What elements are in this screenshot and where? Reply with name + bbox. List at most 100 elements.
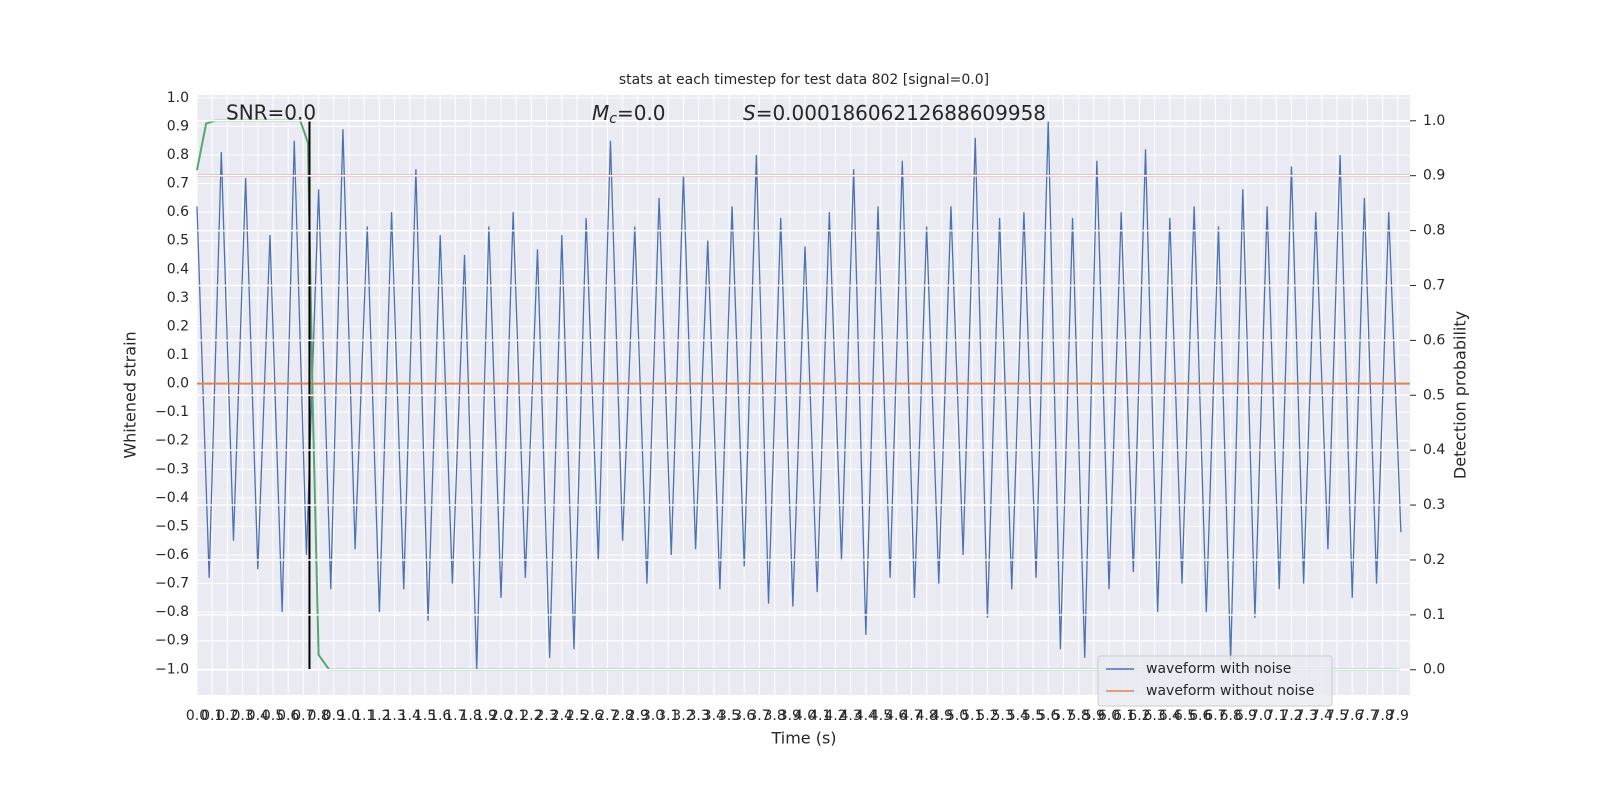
y2-tick-label: 1.0 (1423, 113, 1445, 129)
y-tick-label: −0.3 (155, 461, 189, 477)
x-tick-label: 7.2 (1280, 708, 1302, 724)
y-tick-label: −1.0 (155, 661, 189, 677)
y2-axis-label: Detection probability (1451, 311, 1470, 479)
x-tick-label: 7.5 (1326, 708, 1348, 724)
x-tick-label: 5.6 (1037, 708, 1059, 724)
annotation: SNR=0.0 (226, 101, 316, 125)
y2-tick-label: 0.3 (1423, 497, 1445, 513)
y2-tick-label: 0.5 (1423, 387, 1445, 403)
x-tick-label: 1.7 (444, 708, 466, 724)
y-tick-label: −0.2 (155, 433, 189, 449)
y-tick-label: −0.9 (155, 633, 189, 649)
x-tick-label: 7.1 (1265, 708, 1287, 724)
x-tick-label: 3.0 (642, 708, 664, 724)
x-tick-label: 1.6 (429, 708, 451, 724)
y2-tick-label: 0.0 (1423, 662, 1445, 678)
x-tick-label: 4.9 (931, 708, 953, 724)
x-tick-label: 6.2 (1128, 708, 1150, 724)
y-tick-label: 1.0 (167, 90, 189, 106)
x-tick-label: 1.5 (414, 708, 436, 724)
x-tick-label: 4.1 (809, 708, 831, 724)
x-tick-label: 1.2 (368, 708, 390, 724)
x-tick-label: 2.0 (490, 708, 512, 724)
x-tick-label: 6.8 (1220, 708, 1242, 724)
x-tick-label: 3.7 (748, 708, 770, 724)
x-tick-label: 5.7 (1052, 708, 1074, 724)
y2-tick-label: 0.4 (1423, 442, 1445, 458)
x-tick-label: 7.9 (1387, 708, 1409, 724)
x-tick-label: 5.9 (1083, 708, 1105, 724)
x-tick-label: 2.6 (581, 708, 603, 724)
y-tick-label: 0.8 (167, 147, 189, 163)
y-tick-label: 0.5 (167, 233, 189, 249)
y-tick-label: 0.4 (167, 261, 189, 277)
x-axis-label: Time (s) (770, 729, 836, 748)
x-tick-label: 5.0 (946, 708, 968, 724)
x-tick-label: 6.4 (1159, 708, 1181, 724)
legend: waveform with noise waveform without nois… (1097, 655, 1333, 707)
y-tick-label: −0.5 (155, 518, 189, 534)
x-tick-label: 0.2 (216, 708, 238, 724)
x-tick-label: 7.6 (1341, 708, 1363, 724)
x-tick-label: 6.7 (1204, 708, 1226, 724)
x-tick-label: 4.0 (794, 708, 816, 724)
y-tick-label: 0.7 (167, 176, 189, 192)
x-tick-label: 4.5 (870, 708, 892, 724)
y-tick-label: 0.2 (167, 318, 189, 334)
x-tick-label: 3.3 (687, 708, 709, 724)
x-tick-label: 4.6 (885, 708, 907, 724)
y-tick-label: 0.9 (167, 118, 189, 134)
x-tick-label: 4.8 (915, 708, 937, 724)
x-tick-label: 2.5 (566, 708, 588, 724)
annotation-symbol: M (592, 101, 609, 125)
x-tick-label: 4.4 (855, 708, 877, 724)
x-tick-label: 3.5 (718, 708, 740, 724)
marks (196, 119, 1410, 671)
x-tick-label: 6.6 (1189, 708, 1211, 724)
x-tick-label: 1.8 (459, 708, 481, 724)
x-tick-label: 2.9 (627, 708, 649, 724)
y-tick-label: 0.3 (167, 290, 189, 306)
x-tick-label: 4.7 (900, 708, 922, 724)
y-tick-label: −0.8 (155, 604, 189, 620)
x-tick-label: 4.3 (839, 708, 861, 724)
chart-title: stats at each timestep for test data 802… (619, 72, 989, 88)
x-tick-label: 0.1 (201, 708, 223, 724)
x-tick-label: 0.3 (231, 708, 253, 724)
y-tick-label: −0.6 (155, 547, 189, 563)
x-tick-label: 5.5 (1022, 708, 1044, 724)
x-tick-label: 1.0 (338, 708, 360, 724)
y-tick-label: 0.6 (167, 204, 189, 220)
y-tick-label: −0.4 (155, 490, 189, 506)
x-tick-label: 5.2 (976, 708, 998, 724)
x-tick-label: 7.0 (1250, 708, 1272, 724)
y-tick-label: −0.1 (155, 404, 189, 420)
x-tick-label: 4.2 (824, 708, 846, 724)
x-tick-label: 3.8 (763, 708, 785, 724)
x-tick-label: 0.5 (262, 708, 284, 724)
x-tick-label: 0.7 (292, 708, 314, 724)
y2-tick-label: 0.2 (1423, 552, 1445, 568)
x-tick-label: 2.7 (596, 708, 618, 724)
x-tick-label: 5.3 (991, 708, 1013, 724)
x-tick-label: 0.9 (323, 708, 345, 724)
annotation: S=0.00018606212688609958 (743, 101, 1046, 125)
x-tick-label: 5.4 (1007, 708, 1029, 724)
x-tick-label: 1.9 (475, 708, 497, 724)
y2-tick-label: 0.7 (1423, 277, 1445, 293)
x-tick-label: 2.4 (551, 708, 573, 724)
x-tick-label: 0.6 (277, 708, 299, 724)
x-tick-label: 7.7 (1356, 708, 1378, 724)
x-tick-label: 3.6 (733, 708, 755, 724)
y2-tick-label: 0.1 (1423, 607, 1445, 623)
y2-tick-label: 0.9 (1423, 168, 1445, 184)
x-tick-label: 3.1 (657, 708, 679, 724)
legend-label: waveform without noise (1146, 683, 1314, 699)
x-tick-label: 6.1 (1113, 708, 1135, 724)
x-tick-label: 6.3 (1143, 708, 1165, 724)
x-tick-label: 3.4 (703, 708, 725, 724)
annotation-symbol: S (743, 101, 756, 125)
detection-line (196, 119, 1400, 671)
